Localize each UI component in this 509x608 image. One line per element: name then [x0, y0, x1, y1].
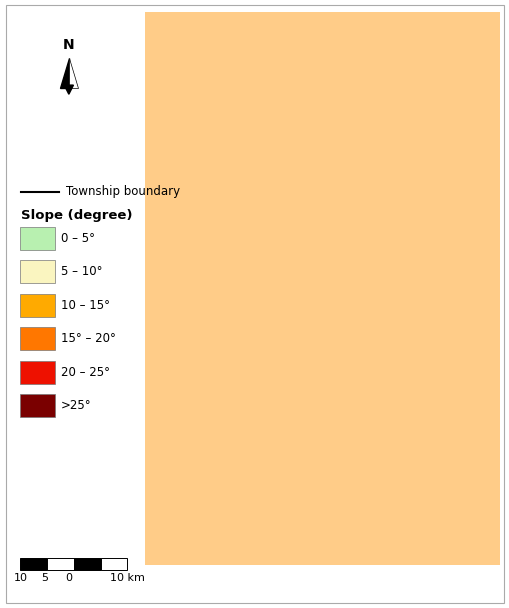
- Bar: [20, 227, 55, 250]
- Text: 5 – 10°: 5 – 10°: [61, 265, 102, 278]
- Text: 20 – 25°: 20 – 25°: [61, 365, 110, 379]
- Bar: [143, 12, 499, 565]
- Bar: [20, 558, 47, 570]
- Bar: [20, 327, 55, 350]
- Bar: [74, 558, 101, 570]
- Bar: [20, 294, 55, 317]
- Bar: [20, 394, 55, 417]
- Polygon shape: [64, 85, 73, 94]
- Bar: [0, 0, 145, 608]
- Bar: [101, 558, 127, 570]
- Text: Slope (degree): Slope (degree): [21, 209, 133, 223]
- Text: 0: 0: [65, 573, 72, 582]
- Text: 5: 5: [41, 573, 48, 582]
- Text: 15° – 20°: 15° – 20°: [61, 332, 116, 345]
- Bar: [20, 260, 55, 283]
- Polygon shape: [60, 58, 69, 88]
- Polygon shape: [69, 58, 78, 88]
- Text: >25°: >25°: [61, 399, 92, 412]
- Text: Township boundary: Township boundary: [66, 185, 180, 198]
- Text: 0 – 5°: 0 – 5°: [61, 232, 95, 245]
- Bar: [20, 361, 55, 384]
- Text: N: N: [63, 38, 74, 52]
- Text: 10 – 15°: 10 – 15°: [61, 299, 110, 312]
- Text: 10: 10: [13, 573, 27, 582]
- Bar: [47, 558, 74, 570]
- Text: 10 km: 10 km: [110, 573, 145, 582]
